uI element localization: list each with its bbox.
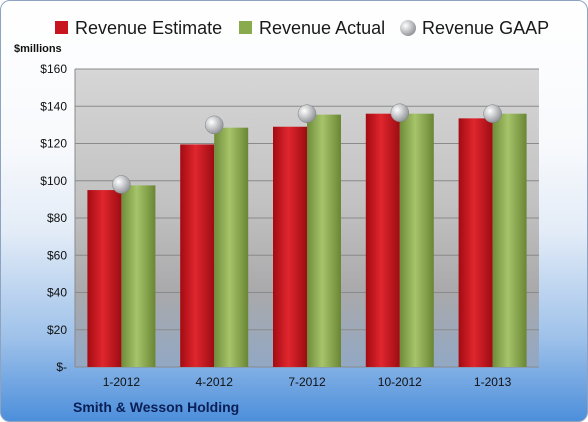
y-tick-label: $60 <box>47 248 67 262</box>
marker-revenue-gaap <box>204 115 224 135</box>
marker-revenue-gaap <box>297 104 317 123</box>
y-tick-label: $80 <box>47 211 67 225</box>
legend-swatch-green <box>239 21 252 34</box>
bar-revenue-actual <box>121 185 156 367</box>
y-axis-unit-label: $millions <box>14 43 62 55</box>
bar-revenue-estimate <box>180 144 215 367</box>
y-tick-label: $140 <box>40 99 67 113</box>
bar-revenue-estimate <box>87 190 122 367</box>
x-tick-label: 4-2012 <box>196 375 234 389</box>
legend-item-revenue-estimate: Revenue Estimate <box>54 18 222 39</box>
legend-item-revenue-actual: Revenue Actual <box>238 18 385 39</box>
legend-label-revenue-gaap: Revenue GAAP <box>422 18 550 38</box>
y-tick-label: $160 <box>40 62 67 76</box>
bar-revenue-actual <box>492 113 527 367</box>
bar-revenue-estimate <box>273 126 307 367</box>
y-tick-label: $40 <box>47 286 67 300</box>
bar-revenue-actual <box>307 114 341 367</box>
x-tick-label: 1-2012 <box>103 375 141 389</box>
legend-label-revenue-estimate: Revenue Estimate <box>75 18 223 38</box>
legend-item-revenue-gaap: Revenue GAAP <box>399 18 549 39</box>
x-tick-label: 10-2012 <box>378 375 422 389</box>
company-name: Smith & Wesson Holding <box>73 399 240 415</box>
legend-label-revenue-actual: Revenue Actual <box>259 18 386 38</box>
marker-revenue-gaap <box>390 103 410 123</box>
bar-revenue-estimate <box>458 118 493 367</box>
y-tick-label: $120 <box>40 137 67 151</box>
marker-revenue-gaap <box>483 104 502 123</box>
y-tick-label: $100 <box>40 174 67 188</box>
x-tick-label: 7-2012 <box>288 375 326 389</box>
legend-swatch-red <box>55 21 68 34</box>
bar-revenue-actual <box>399 113 434 367</box>
bar-revenue-estimate <box>365 113 400 367</box>
x-tick-label: 1-2013 <box>474 375 512 389</box>
legend-swatch-gaap-marker <box>400 20 416 36</box>
marker-revenue-gaap <box>112 175 131 194</box>
y-tick-label: $- <box>56 360 67 374</box>
y-tick-label: $20 <box>47 323 67 337</box>
bar-revenue-actual <box>214 127 249 367</box>
